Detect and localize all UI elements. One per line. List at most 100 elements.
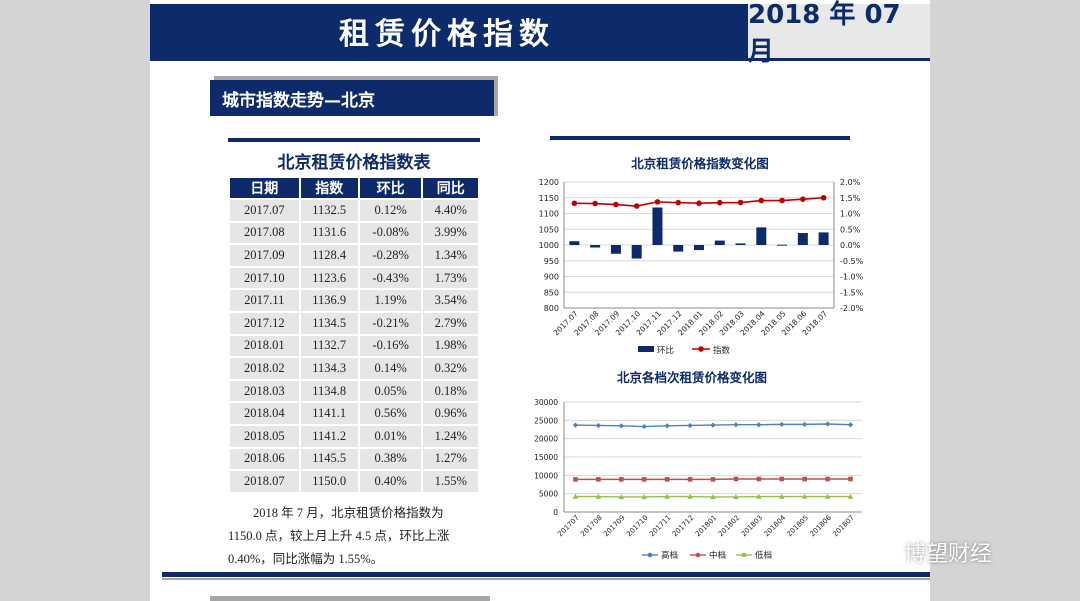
report-page: 租赁价格指数 2018 年 07 月 城市指数走势—北京 北京租赁价格指数表 日… [150, 0, 930, 601]
chart1-left-tick: 900 [544, 273, 559, 282]
chart1-index-point [758, 197, 765, 204]
table-row: 2018.02 1134.3 0.14% 0.32% [230, 358, 478, 379]
cell-date: 2018.04 [230, 403, 299, 424]
chart2-point [710, 494, 716, 500]
cell-index: 1123.6 [300, 267, 358, 289]
chart2-point [779, 421, 785, 427]
chart1-left-tick: 1150 [539, 194, 559, 203]
cell-index: 1134.8 [300, 380, 358, 402]
chart1-right-tick: 0.0% [840, 241, 861, 250]
chart1-legend-marker [698, 346, 704, 352]
cell-yoy: 2.79% [423, 312, 478, 334]
cell-mom: 0.05% [359, 380, 422, 402]
table-row: 2017.07 1132.5 0.12% 4.40% [230, 200, 478, 221]
chart2-point [756, 422, 762, 428]
chart2-x-tick: 201805 [786, 514, 811, 539]
table-row: 2018.05 1141.2 0.01% 1.24% [230, 425, 478, 447]
chart2-point [802, 421, 808, 427]
section-title: 城市指数走势—北京 [210, 80, 494, 116]
chart1-left-tick: 850 [544, 288, 559, 297]
chart2-point [802, 476, 807, 482]
chart2-point [756, 493, 762, 499]
chart1-title: 北京租赁价格指数变化图 [631, 156, 769, 171]
chart2-point [619, 477, 624, 482]
cell-yoy: 3.99% [423, 222, 478, 244]
cell-date: 2018.07 [230, 471, 299, 492]
chart1-index-point [654, 199, 661, 205]
footer-rule-shadow [162, 578, 930, 580]
chart2-point [664, 477, 670, 482]
chart1-left-tick: 1200 [539, 178, 559, 187]
chart2-point [596, 477, 601, 482]
cell-yoy: 1.27% [423, 448, 478, 470]
chart1-bar [590, 245, 601, 248]
report-date: 2018 年 07 月 [744, 0, 930, 67]
table-row: 2018.04 1141.1 0.56% 0.96% [230, 403, 478, 424]
cell-index: 1141.1 [300, 403, 358, 424]
chart1-bar [714, 240, 725, 245]
cell-mom: 0.01% [359, 425, 422, 447]
chart2-x-tick: 201803 [740, 514, 765, 539]
chart2-point [618, 423, 624, 429]
chart1-index-point [820, 194, 827, 201]
cell-mom: 0.12% [359, 200, 422, 221]
chart2-point [664, 493, 670, 499]
cell-yoy: 0.18% [423, 380, 478, 402]
chart1-index-point [779, 197, 785, 204]
chart1-right-tick: -2.0% [840, 304, 864, 313]
chart1-bar [631, 245, 642, 259]
chart2-legend-marker [741, 552, 747, 558]
chart1-index-point [800, 196, 806, 202]
chart2-x-tick: 201707 [556, 514, 581, 539]
chart1-index-point [716, 199, 723, 206]
chart2-point [687, 493, 693, 499]
chart2-point [756, 476, 762, 482]
cell-date: 2018.03 [230, 380, 299, 402]
chart1-index-point [592, 200, 598, 207]
index-change-chart: 北京租赁价格指数变化图 1200 1150 1100 1050 1000 950 900 85… [539, 136, 864, 356]
cell-index: 1136.9 [300, 290, 358, 311]
cell-date: 2017.07 [230, 200, 299, 221]
chart1-right-tick: 2.0% [840, 178, 861, 187]
chart1-right-tick: 1.5% [840, 194, 861, 203]
chart1-bar [818, 232, 829, 245]
cell-yoy: 1.24% [423, 425, 478, 447]
chart2-y-tick: 25000 [534, 416, 558, 425]
table-title: 北京租赁价格指数表 [277, 153, 431, 173]
chart2-x-tick: 201710 [625, 514, 650, 539]
cell-index: 1145.5 [300, 448, 358, 470]
chart1-left-tick: 1100 [539, 210, 559, 219]
chart1-left-tick: 1050 [539, 225, 559, 234]
chart1-right-tick: 1.0% [840, 210, 861, 219]
chart1-bar [756, 227, 767, 245]
chart2-point [848, 476, 853, 482]
cell-index: 1141.2 [300, 425, 358, 447]
cell-index: 1150.0 [300, 471, 358, 492]
table-row: 2018.01 1132.7 -0.16% 1.98% [230, 335, 478, 357]
cell-index: 1131.6 [300, 222, 358, 244]
chart2-point [687, 477, 693, 482]
chart2-y-tick: 5000 [539, 490, 558, 499]
summary-paragraph: 2018 年 7 月，北京租赁价格指数为 1150.0 点，较上月上升 4.5 … [228, 506, 450, 566]
chart1-legend-bar-swatch [638, 346, 654, 352]
watermark-text: 博望财经 [904, 542, 993, 567]
cell-yoy: 4.40% [423, 200, 478, 221]
chart1-right-tick: -0.5% [840, 257, 864, 266]
cell-mom: -0.21% [359, 312, 422, 334]
cell-yoy: 1.34% [423, 245, 478, 266]
chart2-y-tick: 15000 [534, 453, 558, 462]
chart2-point [573, 477, 578, 482]
chart2-x-tick: 201709 [602, 514, 627, 539]
chart2-point [733, 476, 739, 482]
chart1-left-tick: 800 [544, 304, 559, 313]
cell-yoy: 1.98% [423, 335, 478, 357]
cell-mom: -0.43% [359, 267, 422, 289]
chart2-point [641, 477, 647, 482]
index-table: 日期 指数 环比 同比 2017.07 1132.5 0.12% 4.40% 2017.… [228, 176, 480, 494]
cell-index: 1132.5 [300, 200, 358, 221]
table-header-row: 日期 指数 环比 同比 [230, 178, 478, 198]
chart2-point [641, 423, 647, 430]
cell-index: 1134.3 [300, 358, 358, 379]
chart2-point [595, 493, 602, 499]
chart1-bar [569, 241, 580, 245]
